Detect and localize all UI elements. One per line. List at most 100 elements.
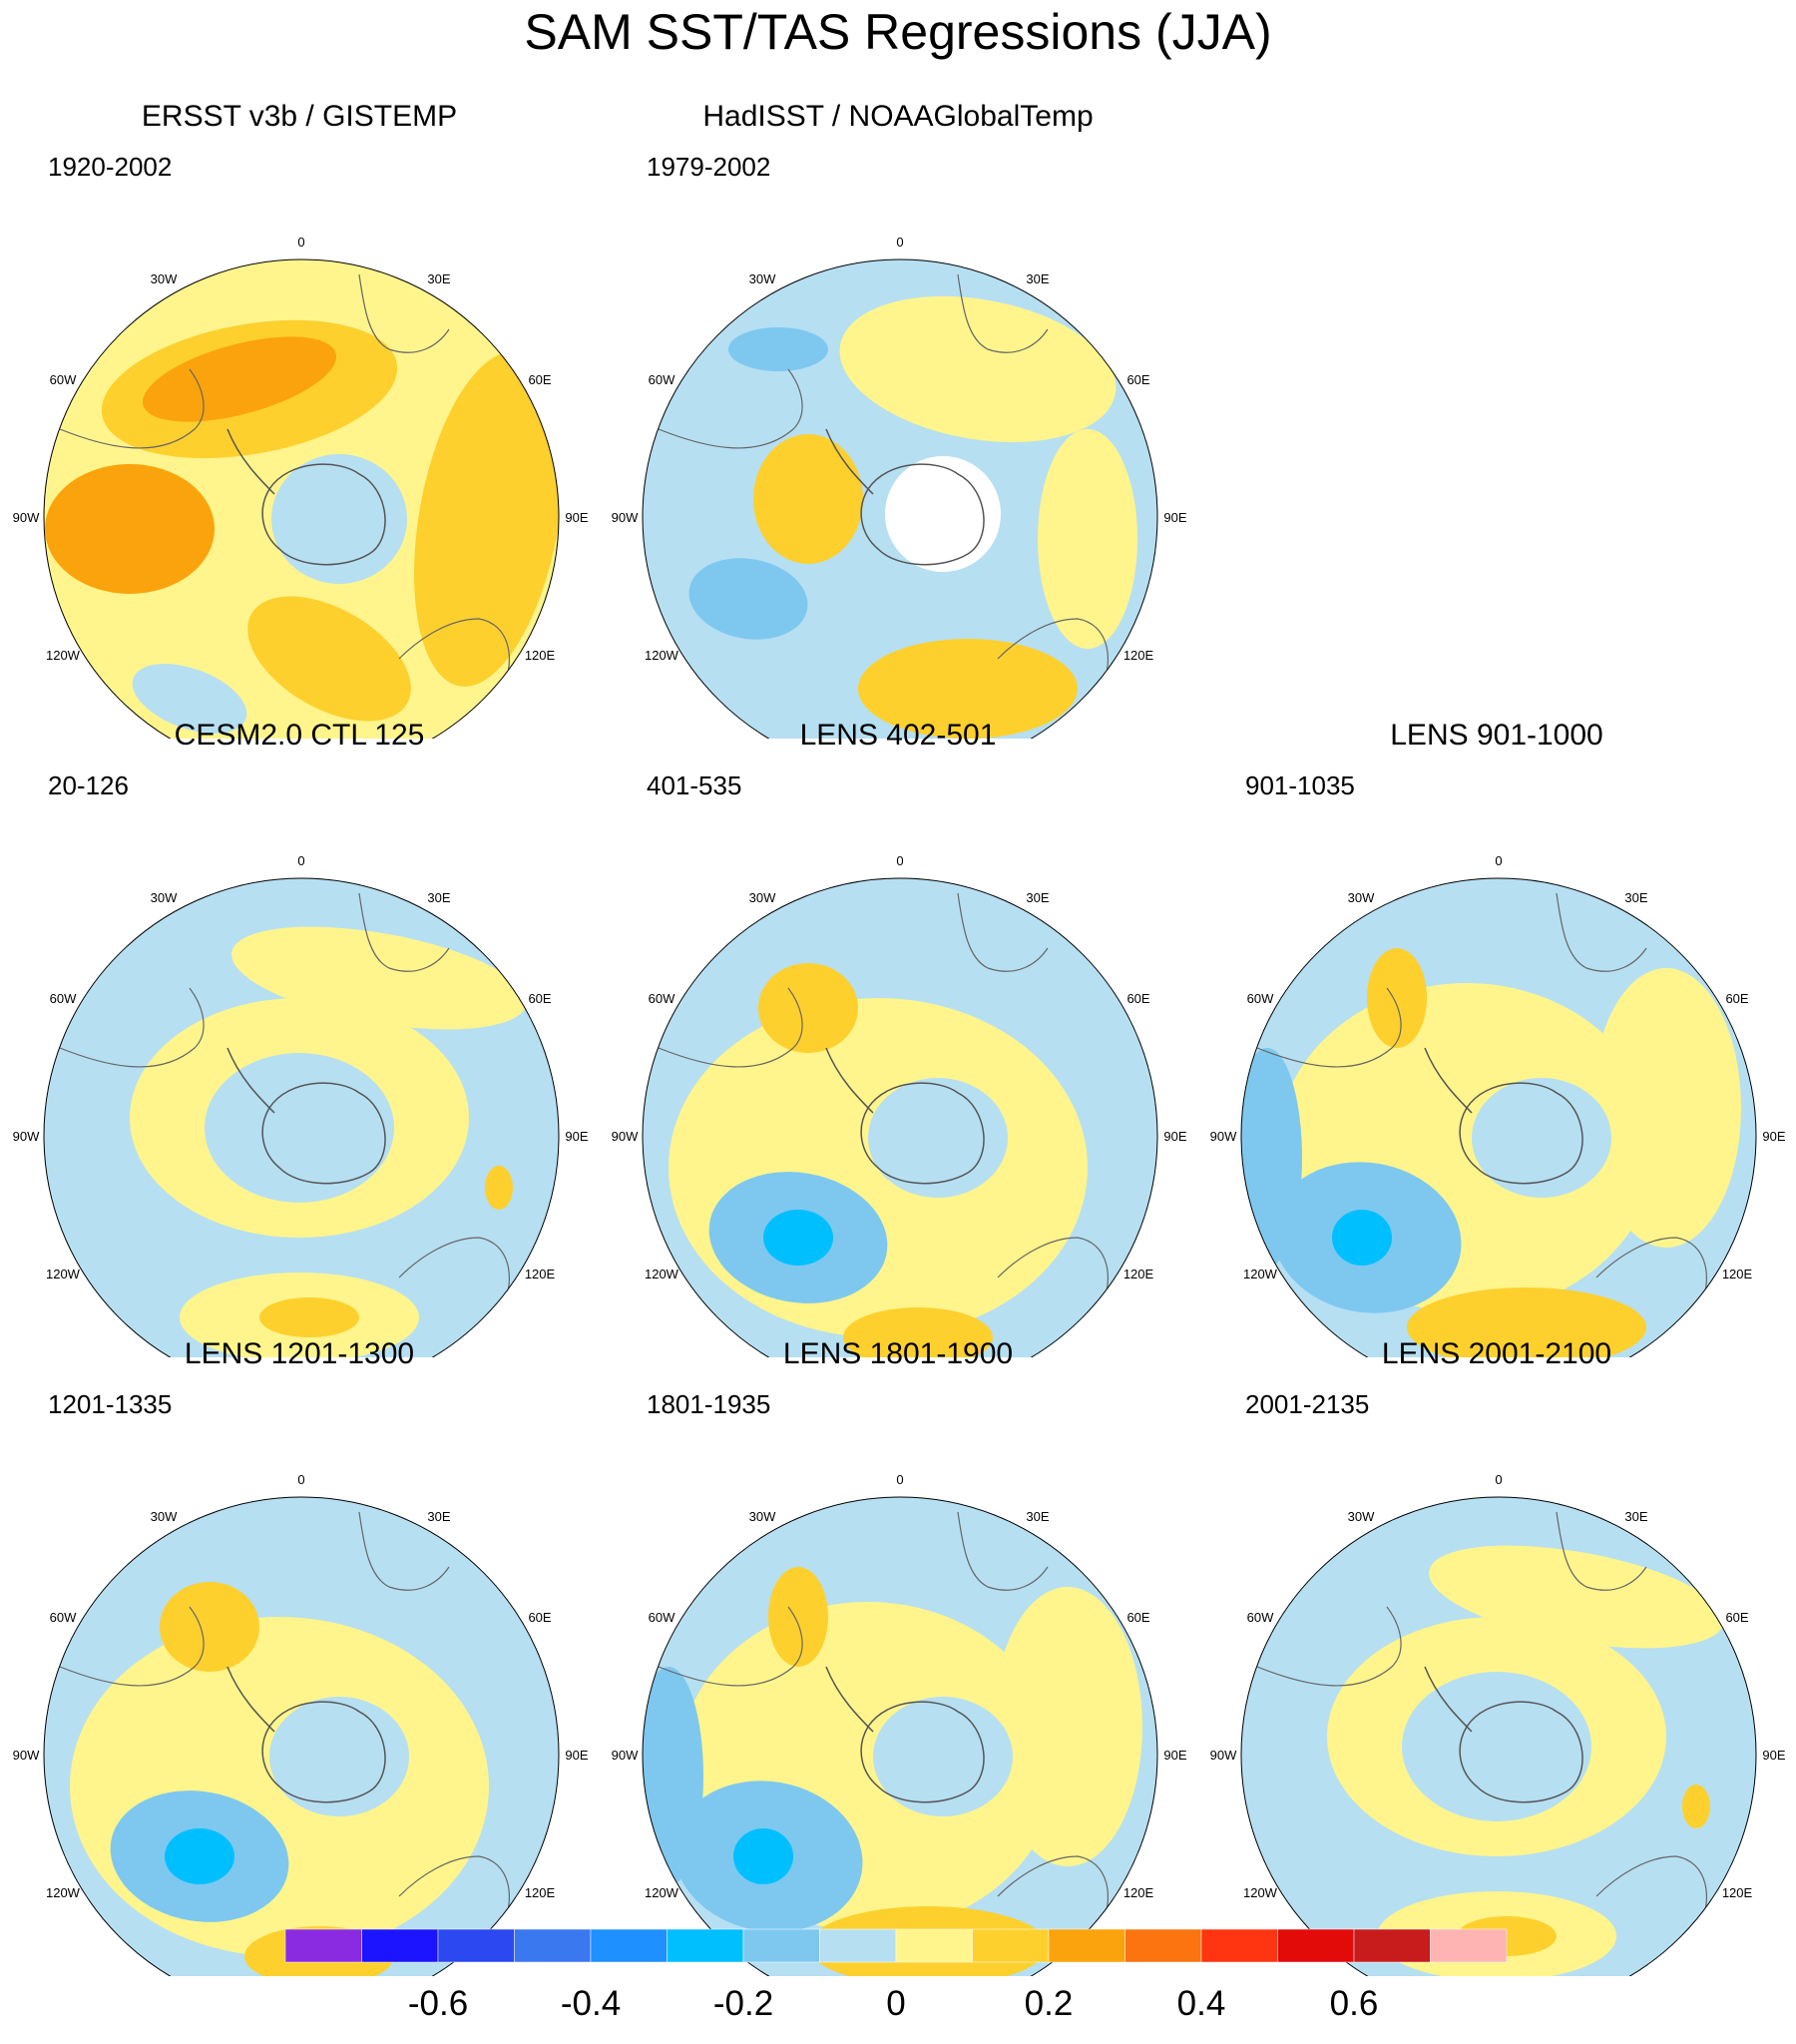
panel-title: ERSST v3b / GISTEMP [141, 100, 458, 133]
longitude-label: 30E [1624, 890, 1647, 905]
south-america-coastline [59, 1606, 205, 1687]
shaded-field [1241, 1497, 1756, 1976]
africa-coastline [358, 892, 450, 972]
longitude-label: 120W [1243, 1267, 1278, 1281]
strong-warm-anomaly-region [1682, 1785, 1710, 1828]
longitude-label: 60E [1126, 991, 1149, 1006]
antarctica-coastline [261, 1701, 386, 1803]
strong-cool-anomaly-region [763, 1210, 833, 1266]
shaded-field [44, 1497, 559, 1976]
longitude-label: 30E [1026, 271, 1049, 286]
shaded-field [643, 878, 1157, 1357]
figure-title: SAM SST/TAS Regressions (JJA) [524, 4, 1272, 60]
longitude-label: 90E [565, 510, 588, 525]
colorbar-tick-label: -0.6 [407, 1984, 469, 2023]
longitude-label: 0 [896, 853, 903, 868]
polar-map: 030E60E90E120E150E180150W120W90W60W30W [1210, 1472, 1786, 1976]
strong-cool-anomaly-region [733, 1828, 793, 1884]
warm-anomaly-region [753, 434, 863, 564]
longitude-label: 120W [645, 1267, 679, 1281]
warm-anomaly-region [993, 1587, 1142, 1866]
map-panel-lens-2001: LENS 2001-2100 2001-2135 0 30E 60E 90E 120E 1… [1197, 1337, 1796, 1976]
strong-warm-anomaly-region [160, 1582, 259, 1672]
panel-title: LENS 1801-1900 [782, 1337, 1014, 1370]
longitude-label: 120E [525, 1885, 556, 1900]
longitude-label: 120E [1123, 1267, 1154, 1281]
south-america-coastline [1256, 987, 1402, 1068]
warm-anomaly-region [414, 351, 559, 687]
panel-title: LENS 901-1000 [1390, 719, 1603, 752]
longitude-label: 30W [151, 271, 178, 286]
longitude-label: 60W [649, 372, 675, 387]
antarctic-peninsula-coastline [226, 1666, 275, 1733]
map-border [642, 877, 1158, 1357]
warm-anomaly-region [1429, 1545, 1724, 1649]
longitude-label: 60W [649, 1610, 675, 1625]
cool-anomaly-region [873, 1697, 1013, 1816]
antarctic-peninsula-coastline [226, 1047, 275, 1114]
antarctica-coastline [1459, 1082, 1583, 1185]
longitude-label: 90W [1210, 1748, 1237, 1763]
colorbar-tick-label: -0.2 [712, 1984, 774, 2023]
cool-anomaly-region [205, 1053, 394, 1203]
strong-warm-anomaly-region [1457, 1916, 1557, 1956]
warm-anomaly-region [231, 926, 527, 1030]
longitude-label: 30W [151, 1509, 178, 1524]
strong-warm-anomaly-region [259, 1297, 359, 1337]
map-border [1240, 1496, 1757, 1976]
australia-coastline [398, 1237, 510, 1318]
warm-anomaly-region [858, 639, 1078, 739]
panel-title: HadISST / NOAAGlobalTemp [702, 100, 1094, 133]
south-america-coastline [658, 368, 803, 449]
australia-coastline [1595, 1855, 1707, 1937]
strong-warm-anomaly-region [485, 1166, 513, 1210]
polar-map: 030E60E90E120E150E180150W120W90W60W30W [1210, 853, 1786, 1357]
longitude-label: 120W [645, 1885, 679, 1900]
map-panel-hadisst: HadISST / NOAAGlobalTemp 1979-2002 0 30E 6… [599, 100, 1197, 739]
shaded-field [44, 259, 559, 739]
strong-warm-anomaly-region [768, 1567, 828, 1667]
shaded-field [643, 259, 1157, 739]
longitude-label: 120E [1722, 1885, 1753, 1900]
panel-period: 901-1035 [1245, 770, 1355, 800]
map-panel-lens-901: LENS 901-1000 901-1035 030E60E90E120E150… [1197, 719, 1796, 1357]
panel-period: 20-126 [48, 770, 129, 800]
longitude-label: 30E [427, 271, 450, 286]
antarctic-peninsula-coastline [825, 1047, 874, 1114]
warm-anomaly-region [1038, 429, 1137, 649]
strong-warm-anomaly-region [1407, 1287, 1646, 1357]
longitude-label: 30E [1026, 1509, 1049, 1524]
colorbar-tick-label: 0.6 [1329, 1984, 1379, 2023]
strong-cool-anomaly-region [1332, 1210, 1392, 1266]
antarctic-peninsula-coastline [226, 428, 275, 495]
longitude-label: 60E [1126, 372, 1149, 387]
longitude-label: 60W [1247, 991, 1274, 1006]
longitude-label: 30W [1348, 1509, 1375, 1524]
strong-warm-anomaly-region [758, 963, 858, 1053]
longitude-label: 30W [1348, 890, 1375, 905]
panel-period: 1201-1335 [48, 1389, 173, 1419]
antarctica-coastline [261, 1082, 386, 1185]
shaded-field [44, 878, 559, 1357]
polar-map: 030E60E90E120E150E180150W120W90W60W30W [612, 235, 1187, 739]
map-panel-cesm2-ctl: CESM2.0 CTL 125 20-126 030E60E90E120E150… [0, 719, 599, 1357]
longitude-label: 120W [645, 648, 679, 663]
longitude-label: 90W [13, 1748, 40, 1763]
polar-map: 030E60E90E120E150E180150W120W90W60W30W [13, 853, 589, 1357]
south-america-coastline [1256, 1606, 1402, 1687]
polar-map: 030E60E90E120E150E180150W120W90W60W30W [13, 235, 589, 739]
australia-coastline [398, 1855, 510, 1937]
longitude-label: 90W [13, 1129, 40, 1144]
longitude-label: 0 [297, 235, 304, 250]
longitude-label: 90W [612, 1748, 639, 1763]
longitude-label: 60E [1725, 1610, 1748, 1625]
strong-warm-anomaly-region [1367, 948, 1427, 1048]
longitude-label: 0 [297, 1472, 304, 1487]
strong-warm-anomaly-region [142, 336, 337, 422]
longitude-label: 120E [1123, 648, 1154, 663]
longitude-label: 30E [1624, 1509, 1647, 1524]
longitude-label: 90E [1163, 1129, 1186, 1144]
longitude-label: 30W [749, 890, 776, 905]
antarctic-peninsula-coastline [1424, 1047, 1473, 1114]
cool-anomaly-region [269, 1697, 409, 1816]
